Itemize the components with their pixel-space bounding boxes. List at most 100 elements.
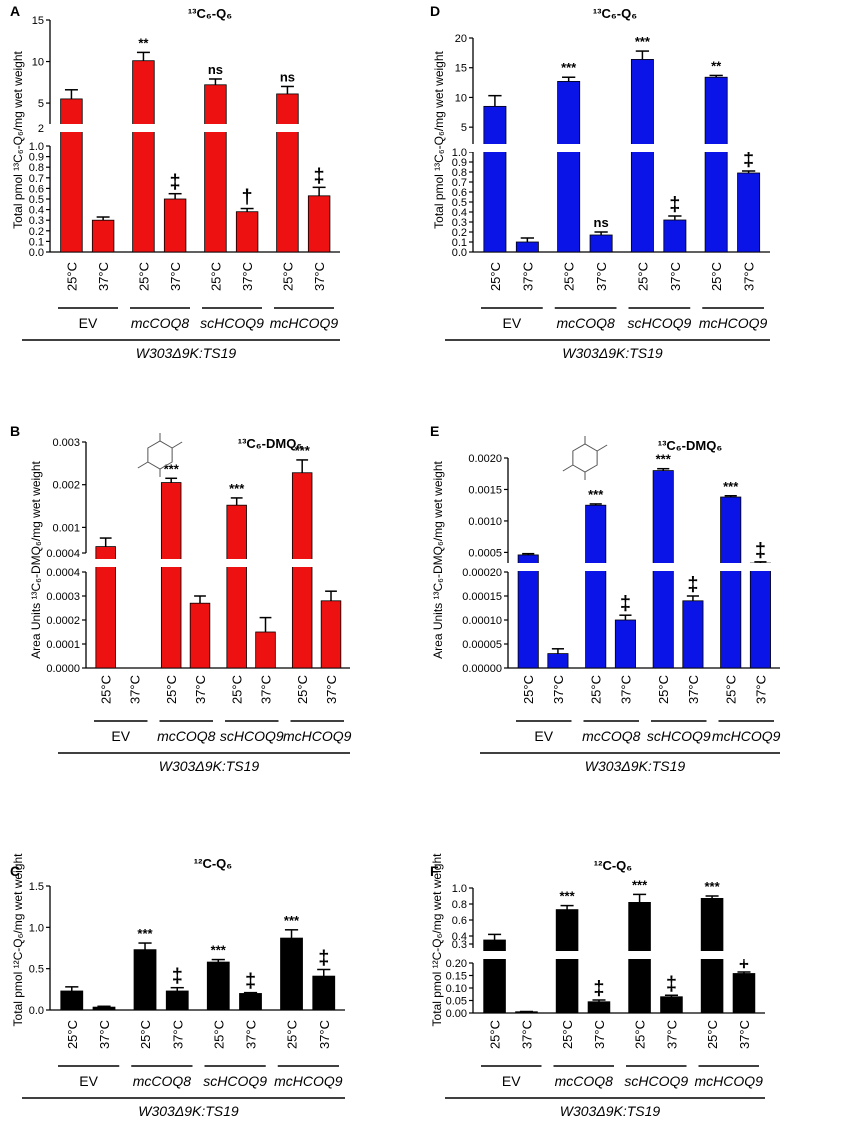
panel-C-temp-label: 37°C <box>244 1020 259 1049</box>
panel-C-bar <box>165 990 189 1011</box>
panel-E-bar <box>720 496 742 669</box>
panel-A-temp-label: 37°C <box>240 262 255 291</box>
panel-F-significance: ‡ <box>666 973 677 995</box>
panel-D-bar <box>704 76 728 253</box>
panel-A-title: ¹³C₆-Q₆ <box>188 6 232 21</box>
panel-F-axis-break <box>468 951 765 959</box>
panel-B-bar <box>320 600 342 669</box>
panel-D-temp-label: 25°C <box>635 262 650 291</box>
panel-E-bar <box>547 653 569 669</box>
dmq-ring <box>572 443 598 473</box>
panel-F-group-label: EV <box>502 1073 521 1089</box>
panel-A-significance: ns <box>208 62 223 77</box>
panel-F-temp-label: 37°C <box>664 1020 679 1049</box>
panel-D-ytick-label: 0.7 <box>452 177 467 189</box>
methoxy-bond <box>137 461 149 469</box>
panel-D-bar <box>630 59 654 253</box>
panel-C-strain-label: W303Δ9K:TS19 <box>138 1103 239 1119</box>
panel-E-temp-label: 25°C <box>521 675 536 704</box>
panel-B-axis-break <box>81 559 350 567</box>
panel-F-ylabel: Total pmol ¹²C-Q₆/mg wet weight <box>430 853 444 1027</box>
panel-C-bar <box>206 961 230 1011</box>
panel-B-ytick-label: 0.002 <box>52 480 80 492</box>
panel-B-temp-label: 37°C <box>259 675 274 704</box>
panel-B-temp-label: 25°C <box>230 675 245 704</box>
panel-A-significance: ** <box>138 35 149 50</box>
panel-F-significance: ‡ <box>738 950 749 972</box>
panel-E: E ¹³C₆-DMQ₆ Area Units ¹³C₆-DMQ₆/mg wet we… <box>430 423 781 774</box>
panel-D-ytick-label: 1.0 <box>452 147 467 159</box>
panel-D-temp-label: 25°C <box>562 262 577 291</box>
panel-D-temp-label: 37°C <box>742 262 757 291</box>
panel-C-significance: *** <box>211 943 227 958</box>
panel-E-bar <box>517 554 539 669</box>
panel-D-ytick-label: 0.2 <box>452 227 467 239</box>
panel-E-group-label: EV <box>534 728 553 744</box>
panel-A: A ¹³C₆-Q₆ Total pmol ¹³C₆-Q₆/mg wet weight… <box>10 3 340 361</box>
panel-D-temp-label: 25°C <box>488 262 503 291</box>
panel-E-ytick-label: 0.0015 <box>468 484 502 496</box>
panel-E-strain-label: W303Δ9K:TS19 <box>585 758 686 774</box>
panel-A-ytick-label: 0.3 <box>29 215 44 227</box>
panel-E-ytick-label: 0.00000 <box>462 663 502 675</box>
panel-B-temp-label: 25°C <box>164 675 179 704</box>
panel-A-bar <box>132 60 155 253</box>
panel-B-bar <box>189 602 211 669</box>
panel-C-ytick-label: 1.5 <box>29 881 44 893</box>
panel-D-significance: ‡ <box>743 149 754 171</box>
panel-E-ylabel: Area Units ¹³C₆-DMQ₆/mg wet weight <box>431 460 445 658</box>
panel-D-temp-label: 37°C <box>520 262 535 291</box>
panel-A-bar <box>163 198 187 253</box>
panel-C-bar <box>133 949 157 1011</box>
panel-D-ytick-label: 20 <box>455 33 467 45</box>
panel-E-letter: E <box>430 423 439 439</box>
panel-C: C ¹²C-Q₆ Total pmol ¹²C-Q₆/mg wet weight 0.… <box>10 853 345 1119</box>
panel-B-ytick-label: 0.0000 <box>46 663 80 675</box>
panel-A-temp-label: 37°C <box>96 262 111 291</box>
panel-E-temp-label: 37°C <box>618 675 633 704</box>
panel-D-title: ¹³C₆-Q₆ <box>593 6 637 21</box>
panel-D-significance: ** <box>711 58 722 73</box>
panel-E-group-label: mcHCOQ9 <box>712 728 781 744</box>
panel-A-ytick-label: 0.1 <box>29 236 44 248</box>
panel-A-ytick-label: 15 <box>32 15 44 27</box>
panel-D-ytick-label: 10 <box>455 92 467 104</box>
panel-F-temp-label: 25°C <box>560 1020 575 1049</box>
panel-D-significance: *** <box>561 60 577 75</box>
panel-B-temp-label: 25°C <box>295 675 310 704</box>
panel-E-temp-label: 37°C <box>686 675 701 704</box>
panel-B-bar <box>291 472 313 669</box>
panel-C-temp-label: 37°C <box>97 1020 112 1049</box>
panel-E-group-label: scHCOQ9 <box>647 728 711 744</box>
panel-D-group-label: mcCOQ8 <box>556 315 615 331</box>
panel-B-temp-label: 37°C <box>193 675 208 704</box>
panel-E-significance: *** <box>656 452 672 467</box>
panel-B-group-label: mcCOQ8 <box>157 728 216 744</box>
panel-D-group-label: mcHCOQ9 <box>699 315 768 331</box>
panel-D-axis-break <box>468 144 770 152</box>
panel-E-ytick-label: 0.00010 <box>462 615 502 627</box>
panel-F-ytick-label: 1.0 <box>452 883 467 895</box>
panel-D-ytick-label: 0.1 <box>452 237 467 249</box>
panel-E-temp-label: 25°C <box>724 675 739 704</box>
panel-B-ytick-label: 0.001 <box>52 522 80 534</box>
panel-F-ytick-label: 0.05 <box>446 996 467 1008</box>
panel-C-ytick-label: 0.0 <box>29 1005 44 1017</box>
panel-E-significance: ‡ <box>755 540 766 562</box>
panel-F-ytick-label: 0.6 <box>452 915 467 927</box>
panel-D-bar <box>515 241 539 253</box>
panel-C-ytick-label: 1.0 <box>29 922 44 934</box>
panel-B-ytick-label: 0.0004 <box>46 548 80 560</box>
methyl-bond <box>596 444 608 452</box>
panel-E-ytick-label: 0.0010 <box>468 516 502 528</box>
panel-E-group-label: mcCOQ8 <box>582 728 641 744</box>
panel-E-bar <box>585 504 607 669</box>
panel-C-significance: *** <box>137 926 153 941</box>
panel-B-bar <box>226 504 247 669</box>
panel-C-letter: C <box>10 863 20 879</box>
panel-D-ytick-label: 0.5 <box>452 197 467 209</box>
panel-F-ytick-label: 0.20 <box>446 958 467 970</box>
panel-F-strain-label: W303Δ9K:TS19 <box>560 1103 661 1119</box>
panel-D-bar <box>663 219 687 253</box>
panel-B-letter: B <box>10 423 20 439</box>
